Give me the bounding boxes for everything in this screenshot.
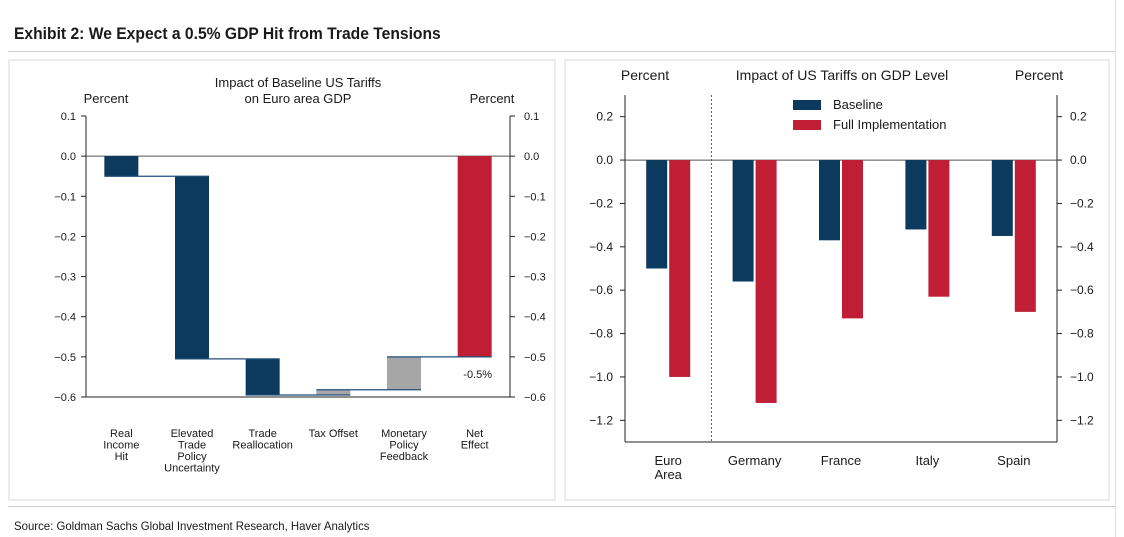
x-tick-label: Trade: [249, 428, 277, 440]
y-tick-label-left: −0.4: [589, 240, 613, 254]
title-divider: [8, 51, 1116, 52]
bar-full-implementation: [1014, 160, 1036, 312]
x-tick-label: Policy: [177, 451, 207, 463]
chart-title-line: on Euro area GDP: [245, 91, 352, 106]
y-tick-label-right: −1.2: [1070, 413, 1094, 427]
right-panel-frame: [564, 59, 1110, 501]
y-tick-label-left: −0.2: [589, 196, 613, 210]
x-tick-label: Net: [466, 428, 483, 440]
y-tick-label-right: −0.6: [1070, 283, 1094, 297]
x-tick-label: Euro: [654, 453, 681, 468]
x-tick-label: Tax Offset: [309, 428, 358, 440]
y-tick-label-left: −0.3: [54, 272, 76, 284]
y-tick-label-right: −0.2: [524, 231, 546, 243]
x-tick-label: Elevated: [171, 428, 214, 440]
y-tick-label-right: −0.8: [1070, 327, 1094, 341]
y-tick-label-left: −0.1: [54, 191, 76, 203]
legend-label: Baseline: [833, 97, 883, 112]
y-tick-label-left: −0.5: [54, 352, 76, 364]
bar-baseline: [905, 160, 927, 230]
y-axis-label-left: Percent: [84, 91, 129, 106]
y-tick-label-left: −0.2: [54, 231, 76, 243]
y-tick-label-right: 0.0: [1070, 153, 1087, 167]
y-tick-label-right: −0.4: [1070, 240, 1094, 254]
waterfall-bar: [104, 156, 139, 177]
y-tick-label-right: −0.5: [524, 352, 546, 364]
y-tick-label-right: 0.1: [524, 111, 539, 123]
exhibit-title: Exhibit 2: We Expect a 0.5% GDP Hit from…: [14, 24, 441, 43]
y-tick-label-left: −0.8: [589, 327, 613, 341]
x-tick-label: Uncertainty: [164, 463, 220, 475]
waterfall-bar: [175, 176, 209, 359]
y-tick-label-right: −0.2: [1070, 196, 1094, 210]
x-tick-label: Income: [103, 440, 139, 452]
y-tick-label-left: −0.4: [54, 312, 76, 324]
legend-swatch: [793, 100, 821, 110]
x-tick-label: Policy: [389, 440, 419, 452]
y-tick-label-left: 0.2: [596, 110, 613, 124]
waterfall-bar: [245, 358, 280, 395]
y-tick-label-right: 0.2: [1070, 110, 1087, 124]
bar-baseline: [819, 160, 840, 241]
y-tick-label-left: 0.1: [61, 111, 76, 123]
x-tick-label: Germany: [728, 453, 782, 468]
x-tick-label: Area: [654, 467, 682, 482]
y-axis-label-left: Percent: [621, 67, 669, 83]
source-note: Source: Goldman Sachs Global Investment …: [14, 519, 370, 533]
x-tick-label: France: [821, 453, 861, 468]
waterfall-bar: [387, 356, 421, 390]
x-tick-label: Real: [110, 428, 133, 440]
y-axis-label-right: Percent: [1015, 67, 1063, 83]
y-tick-label-left: −0.6: [54, 392, 76, 404]
y-tick-label-right: −0.6: [524, 392, 546, 404]
y-tick-label-right: −1.0: [1070, 370, 1094, 384]
waterfall-bar: [457, 156, 492, 357]
chart-title: Impact of US Tariffs on GDP Level: [736, 67, 948, 83]
left-panel-frame: [8, 59, 556, 501]
y-tick-label-left: −0.6: [589, 283, 613, 297]
x-tick-label: Italy: [915, 453, 939, 468]
y-tick-label-right: −0.1: [524, 191, 546, 203]
x-tick-label: Effect: [461, 440, 489, 452]
y-tick-label-left: 0.0: [61, 151, 76, 163]
bar-full-implementation: [842, 160, 863, 319]
x-tick-label: Spain: [997, 453, 1030, 468]
y-tick-label-left: 0.0: [596, 153, 613, 167]
y-tick-label-left: −1.2: [589, 413, 613, 427]
waterfall-bar: [316, 389, 351, 395]
bar-baseline: [991, 160, 1013, 236]
bar-full-implementation: [669, 160, 691, 377]
chart-title-line: Impact of Baseline US Tariffs: [215, 75, 382, 90]
x-tick-label: Feedback: [380, 451, 429, 463]
y-axis-label-right: Percent: [470, 91, 515, 106]
y-tick-label-left: −1.0: [589, 370, 613, 384]
legend-swatch: [793, 120, 821, 130]
x-tick-label: Reallocation: [232, 440, 293, 452]
right-border: [1115, 0, 1116, 537]
bar-baseline: [646, 160, 668, 269]
y-tick-label-right: −0.4: [524, 312, 546, 324]
bar-full-implementation: [755, 160, 777, 403]
source-divider: [8, 506, 1116, 507]
x-tick-label: Monetary: [381, 428, 427, 440]
x-tick-label: Hit: [115, 451, 128, 463]
legend-label: Full Implementation: [833, 117, 946, 132]
bar-full-implementation: [928, 160, 950, 297]
x-tick-label: Trade: [178, 440, 206, 452]
y-tick-label-right: −0.3: [524, 272, 546, 284]
bar-baseline: [732, 160, 754, 282]
net-effect-annotation: -0.5%: [463, 369, 492, 381]
y-tick-label-right: 0.0: [524, 151, 539, 163]
